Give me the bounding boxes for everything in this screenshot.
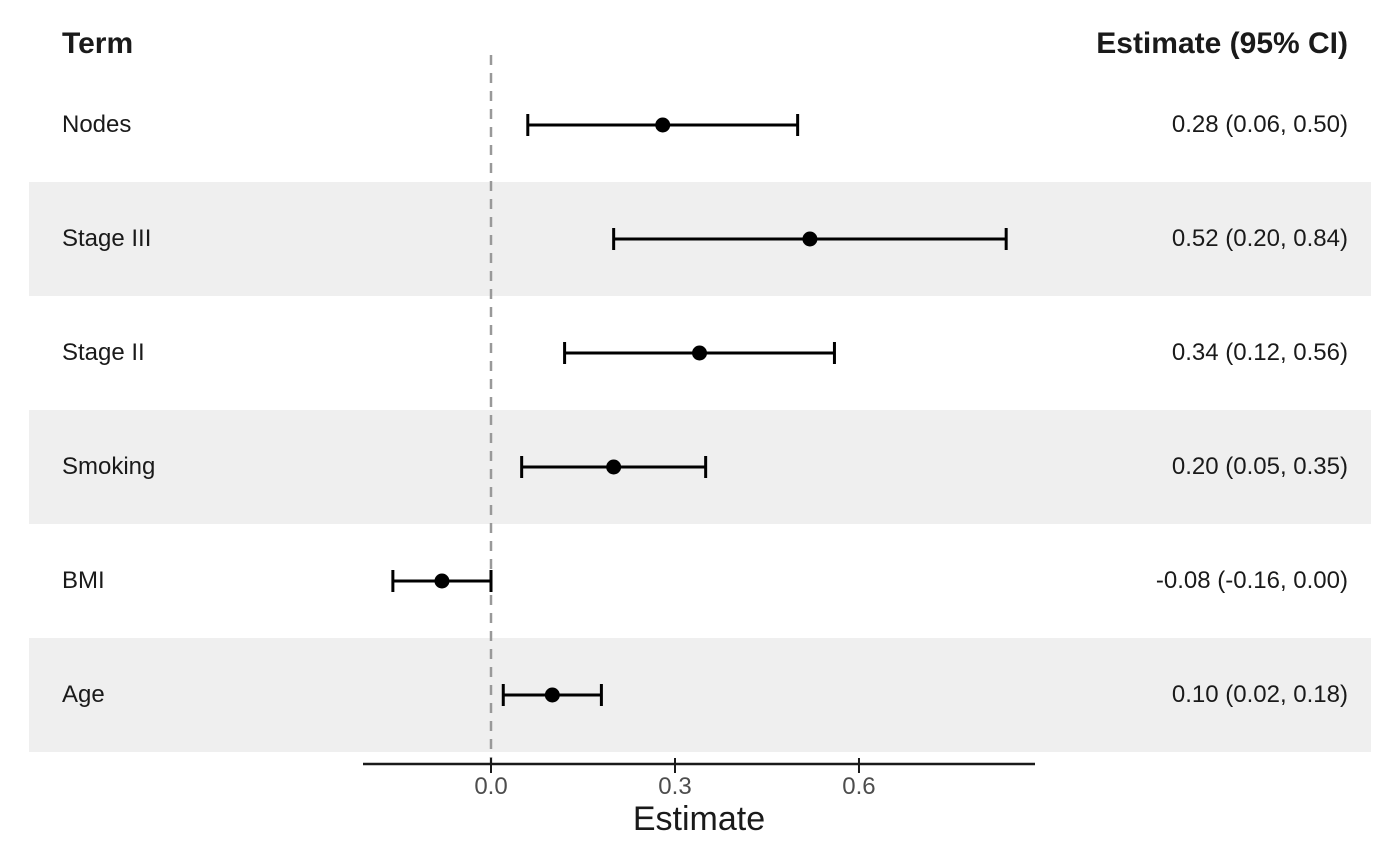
estimate-point [692,345,708,361]
term-label: Stage II [62,339,145,366]
x-axis-tick-label: 0.6 [842,773,876,800]
term-label: Smoking [62,453,156,480]
estimate-point [655,117,671,133]
column-header-term: Term [62,27,134,60]
estimate-point [802,231,818,247]
estimate-point [434,573,450,589]
estimate-ci-value: -0.08 (-0.16, 0.00) [1155,567,1348,594]
term-label: BMI [62,567,105,594]
x-axis-tick-label: 0.0 [474,773,508,800]
term-label: Age [62,681,105,708]
estimate-ci-value: 0.34 (0.12, 0.56) [1171,339,1348,366]
column-header-estimate: Estimate (95% CI) [1096,27,1348,60]
x-axis-tick-label: 0.3 [658,773,692,800]
term-label: Stage III [62,225,152,252]
estimate-ci-value: 0.28 (0.06, 0.50) [1171,111,1348,138]
estimate-ci-value: 0.52 (0.20, 0.84) [1171,225,1348,252]
term-label: Nodes [62,111,132,138]
x-axis-title: Estimate [632,800,766,838]
estimate-point [544,687,560,703]
estimate-ci-value: 0.20 (0.05, 0.35) [1171,453,1348,480]
estimate-point [606,459,622,475]
estimate-ci-value: 0.10 (0.02, 0.18) [1171,681,1348,708]
row-stripe [29,638,1371,752]
